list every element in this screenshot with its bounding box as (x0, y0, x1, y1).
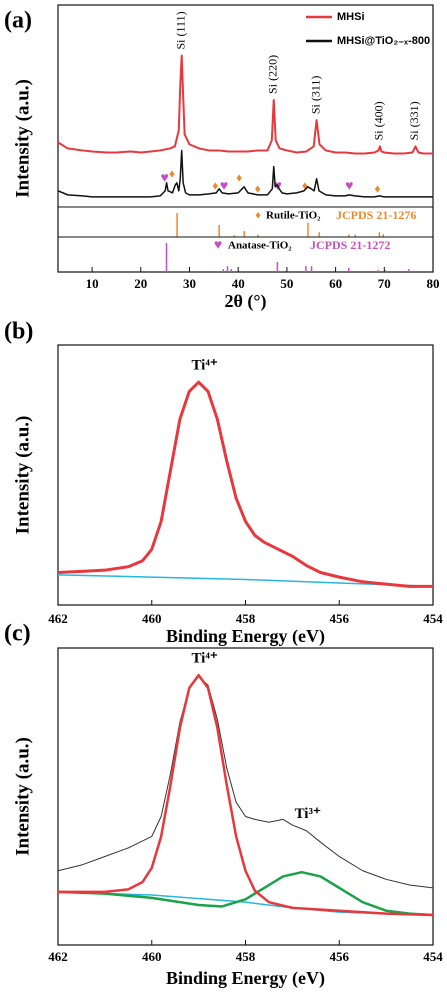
reference-card: JCPDS 21-1276 (336, 208, 416, 222)
peak-marker: ♥ (345, 179, 353, 194)
peak-annotation: Si (400) (372, 101, 386, 140)
peak-marker: ♦ (255, 182, 261, 196)
x-axis-label: Binding Energy (eV) (166, 626, 325, 647)
series-line (57, 574, 434, 588)
panel-label: (a) (4, 8, 32, 34)
x-tick-label: 460 (142, 949, 162, 964)
peak-annotation: Ti³⁺ (295, 806, 321, 822)
peak-annotation: Si (220) (265, 55, 279, 94)
series-line (57, 870, 434, 917)
x-tick-label: 462 (48, 611, 68, 626)
peak-annotation: Si (311) (308, 76, 322, 115)
peak-annotation: Si (331) (407, 101, 421, 140)
peak-annotation: Si (111) (173, 11, 187, 49)
x-tick-label: 50 (280, 276, 293, 291)
y-axis-label: Intensity (a.u.) (12, 79, 33, 198)
peak-marker: ♦ (374, 182, 380, 196)
panel-label: (b) (4, 319, 33, 345)
legend-label: MHSi (337, 11, 365, 23)
x-axis-label: 2θ (°) (224, 291, 266, 312)
x-tick-label: 458 (236, 611, 256, 626)
x-tick-label: 80 (427, 276, 440, 291)
x-tick-label: 40 (232, 276, 245, 291)
peak-marker: ♦ (302, 179, 308, 193)
panel-label: (c) (4, 621, 31, 647)
x-tick-label: 20 (134, 276, 147, 291)
x-tick-label: 10 (86, 276, 99, 291)
peak-marker: ♦ (236, 170, 242, 184)
x-tick-label: 30 (183, 276, 196, 291)
series-line (57, 676, 434, 889)
x-tick-label: 454 (423, 611, 443, 626)
x-tick-label: 60 (329, 276, 342, 291)
peak-annotation: Ti⁴⁺ (191, 358, 217, 374)
peak-marker: ♥ (160, 171, 168, 186)
x-tick-label: 454 (423, 949, 443, 964)
reference-symbol: ♥ (214, 238, 222, 253)
reference-name: Rutile-TiO₂ (266, 210, 321, 222)
x-tick-label: 462 (48, 949, 68, 964)
series-line (57, 380, 433, 588)
series-line (58, 673, 434, 917)
y-axis-label: Intensity (a.u.) (12, 737, 33, 856)
x-axis-label: Binding Energy (eV) (166, 968, 325, 989)
x-tick-label: 70 (378, 276, 391, 291)
series-line (57, 149, 433, 198)
peak-marker: ♦ (212, 179, 218, 193)
x-tick-label: 458 (236, 949, 256, 964)
plot-frame (57, 344, 434, 606)
x-tick-label: 456 (330, 949, 350, 964)
legend-label: MHSi@TiO₂₋ₓ-800 (337, 35, 430, 47)
peak-marker: ♥ (220, 179, 228, 194)
y-axis-label: Intensity (a.u.) (12, 416, 33, 535)
x-tick-label: 456 (330, 611, 350, 626)
series-line (57, 54, 433, 155)
reference-symbol: ♦ (255, 210, 261, 222)
peak-annotation: Ti⁴⁺ (191, 651, 217, 667)
reference-name: Anatase-TiO₂ (228, 240, 292, 252)
x-tick-label: 460 (142, 611, 162, 626)
reference-card: JCPDS 21-1272 (310, 238, 390, 252)
plot-frame (57, 4, 434, 273)
peak-marker: ♦ (169, 166, 175, 180)
